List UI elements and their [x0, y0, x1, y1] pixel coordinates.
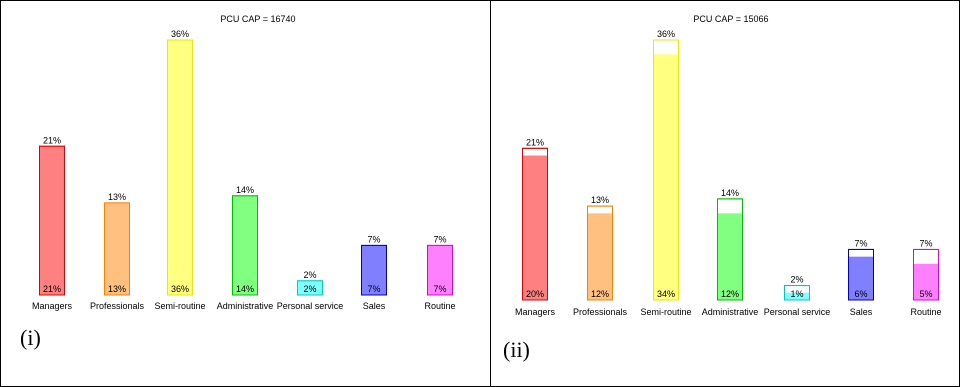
- panel-label: (i): [20, 325, 41, 350]
- bar-top-label: 7%: [433, 234, 446, 244]
- category-label: Administrative: [702, 307, 759, 317]
- bar: [167, 40, 193, 295]
- bar-border: [913, 248, 939, 301]
- bar-bottom-label: 5%: [919, 289, 932, 299]
- panel-divider: [490, 0, 491, 387]
- category-label: Administrative: [217, 301, 274, 311]
- category-label: Routine: [910, 307, 941, 317]
- bar-border: [427, 244, 453, 296]
- bar-bottom-label: 7%: [433, 284, 446, 294]
- category-label: Professionals: [90, 301, 145, 311]
- bar-border: [848, 248, 874, 301]
- category-label: Personal service: [277, 301, 344, 311]
- bar-border: [653, 39, 679, 301]
- bar-bottom-label: 1%: [790, 289, 803, 299]
- bar-top-label: 36%: [171, 29, 189, 39]
- category-label: Sales: [363, 301, 386, 311]
- bar-top-label: 13%: [108, 192, 126, 202]
- category-label: Sales: [850, 307, 873, 317]
- chart-title: PCU CAP = 16740: [220, 14, 296, 24]
- chart-title: PCU CAP = 15066: [693, 14, 769, 24]
- bar: [427, 245, 453, 295]
- bar: [297, 280, 323, 295]
- bar: [784, 292, 810, 300]
- bar: [653, 54, 679, 300]
- category-label: Personal service: [764, 307, 831, 317]
- bar: [913, 263, 939, 300]
- bar-top-label: 13%: [591, 195, 609, 205]
- bar-top-label: 7%: [854, 238, 867, 248]
- bar-bottom-label: 14%: [236, 284, 254, 294]
- bar-bottom-label: 2%: [303, 284, 316, 294]
- bar-top-label: 2%: [790, 275, 803, 285]
- bar-top-label: 14%: [236, 185, 254, 195]
- bar-chart-i: 21% 21% Managers 13% 13% Professionals 36% 36% S…: [32, 29, 456, 311]
- bar-top-label: 14%: [721, 188, 739, 198]
- bar-bottom-label: 21%: [43, 284, 61, 294]
- bar-border: [587, 205, 613, 301]
- bar-top-label: 2%: [303, 270, 316, 280]
- bar-bottom-label: 13%: [108, 284, 126, 294]
- bar-border: [361, 244, 387, 296]
- bar-border: [39, 145, 65, 296]
- bar-border: [297, 280, 323, 296]
- bar-top-label: 21%: [43, 135, 61, 145]
- bar-border: [167, 39, 193, 296]
- bar-bottom-label: 20%: [526, 289, 544, 299]
- bar-border: [717, 198, 743, 301]
- bar-border: [522, 147, 548, 301]
- bar-top-label: 7%: [367, 234, 380, 244]
- bar-border: [784, 285, 810, 301]
- category-label: Managers: [515, 307, 556, 317]
- bar-bottom-label: 36%: [171, 284, 189, 294]
- category-label: Semi-routine: [640, 307, 691, 317]
- bar-chart-ii: 21% 20% Managers 13% 12% Professionals 36% 34% S…: [515, 29, 942, 317]
- bar-border: [104, 202, 130, 296]
- category-label: Routine: [424, 301, 455, 311]
- bar-top-label: 7%: [919, 238, 932, 248]
- category-label: Managers: [32, 301, 73, 311]
- bar-bottom-label: 12%: [591, 289, 609, 299]
- bar: [587, 213, 613, 300]
- bar: [232, 195, 258, 295]
- category-label: Professionals: [573, 307, 628, 317]
- bar-bottom-label: 12%: [721, 289, 739, 299]
- category-label: Semi-routine: [154, 301, 205, 311]
- bar: [104, 202, 130, 295]
- bar-border: [232, 195, 258, 296]
- bar-top-label: 21%: [526, 137, 544, 147]
- chart-panel-i: PCU CAP = 16740 21% 21% Managers 13% 13% Prof…: [20, 14, 456, 350]
- bar: [848, 256, 874, 300]
- bar-bottom-label: 6%: [854, 289, 867, 299]
- chart-panel-ii: PCU CAP = 15066 21% 20% Managers 13% 12% Prof…: [491, 0, 960, 387]
- bar: [361, 245, 387, 295]
- panel-label: (ii): [503, 337, 530, 362]
- bar: [717, 213, 743, 300]
- bar: [39, 146, 65, 295]
- bar-top-label: 36%: [657, 29, 675, 39]
- bar: [522, 155, 548, 300]
- bar-bottom-label: 34%: [657, 289, 675, 299]
- bar-bottom-label: 7%: [367, 284, 380, 294]
